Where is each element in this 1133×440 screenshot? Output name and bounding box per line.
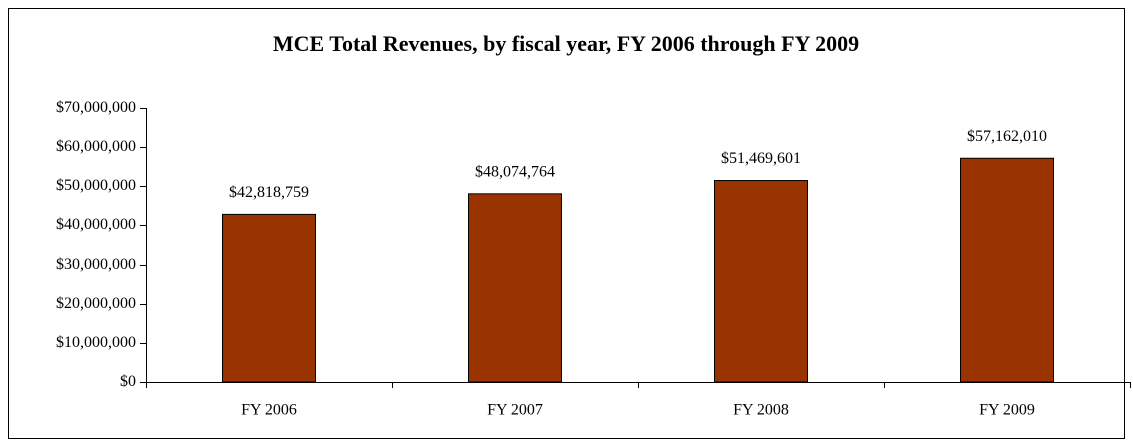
bar [468,193,562,383]
y-tick-label: $0 [120,373,136,390]
data-label: $42,818,759 [229,184,309,201]
y-tick-label: $70,000,000 [56,99,136,116]
x-tick-label: FY 2008 [733,402,789,419]
bar [960,157,1054,383]
chart-title: MCE Total Revenues, by fiscal year, FY 2… [273,31,859,56]
data-label: $57,162,010 [967,128,1047,145]
y-tick-label: $10,000,000 [56,334,136,351]
bar [222,213,316,383]
data-label: $51,469,601 [721,150,801,167]
chart-border [8,8,1125,439]
data-label: $48,074,764 [475,163,555,180]
bar [714,180,808,383]
x-tick-label: FY 2006 [241,402,297,419]
y-tick-label: $60,000,000 [56,138,136,155]
y-tick-label: $20,000,000 [56,295,136,312]
y-tick-label: $50,000,000 [56,177,136,194]
y-tick-label: $30,000,000 [56,256,136,273]
x-tick-label: FY 2009 [979,402,1035,419]
x-tick-label: FY 2007 [487,402,543,419]
y-tick-label: $40,000,000 [56,216,136,233]
